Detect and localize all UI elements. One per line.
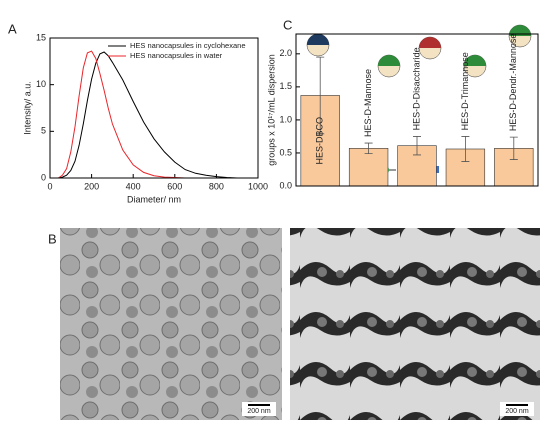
category-label: HES-D-Trimannose — [460, 52, 470, 130]
scale-bar-label: 200 nm — [505, 408, 529, 415]
error-bar — [413, 136, 421, 156]
legend-label: HES nanocapsules in cyclohexane — [130, 41, 246, 50]
y-tick-label: 15 — [36, 32, 46, 42]
y-tick-label: 1.0 — [279, 114, 292, 124]
y-tick-label: 2.0 — [279, 48, 292, 58]
x-tick-label: 0 — [47, 181, 52, 191]
y-tick-label: 0.5 — [279, 147, 292, 157]
plot-frame — [49, 37, 259, 179]
panel-label: A — [8, 21, 17, 36]
legend-label: HES nanocapsules in water — [130, 51, 223, 60]
y-axis-label: groups x 10¹⁷/mL dispersion — [266, 54, 276, 165]
x-tick-label: 800 — [209, 181, 224, 191]
y-tick-label: 5 — [41, 126, 46, 136]
tem-image — [60, 228, 282, 420]
error-bar — [509, 136, 518, 160]
y-axis-label: Intensity/ a.u. — [22, 81, 32, 135]
category-label: HES-DBCO — [315, 117, 325, 165]
error-bar — [364, 142, 373, 155]
error-bar — [316, 56, 325, 135]
tem-image — [290, 228, 540, 420]
x-tick-label: 400 — [126, 181, 141, 191]
y-tick-label: 0.0 — [279, 180, 292, 190]
category-label: HES-D-Dendr.-Mannose — [508, 34, 518, 132]
scale-bar-label: 200 nm — [247, 408, 271, 415]
y-tick-label: 0 — [41, 172, 46, 182]
y-tick-label: 1.5 — [279, 81, 292, 91]
category-label: HES-D-Disaccharide — [411, 47, 421, 130]
panel-b: 200 nm 200 nm B — [48, 228, 540, 420]
x-tick-label: 1000 — [248, 181, 268, 191]
panel-label: B — [48, 231, 57, 246]
plot-frame — [295, 33, 539, 187]
x-axis-label: Diameter/ nm — [127, 194, 181, 204]
x-tick-label: 200 — [84, 181, 99, 191]
category-label: HES-D-Mannose — [363, 69, 373, 137]
panel-label: C — [283, 17, 292, 32]
line — [58, 50, 186, 179]
error-bar — [461, 136, 470, 162]
line — [58, 51, 238, 179]
x-tick-label: 600 — [167, 181, 182, 191]
y-tick-label: 10 — [36, 79, 46, 89]
